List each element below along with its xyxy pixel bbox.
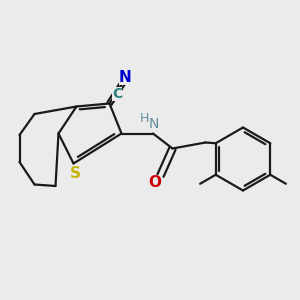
Text: S: S	[70, 167, 80, 182]
Text: O: O	[148, 175, 162, 190]
Text: N: N	[148, 118, 159, 131]
Text: C: C	[112, 88, 122, 101]
Text: N: N	[119, 70, 132, 85]
Text: H: H	[140, 112, 149, 125]
